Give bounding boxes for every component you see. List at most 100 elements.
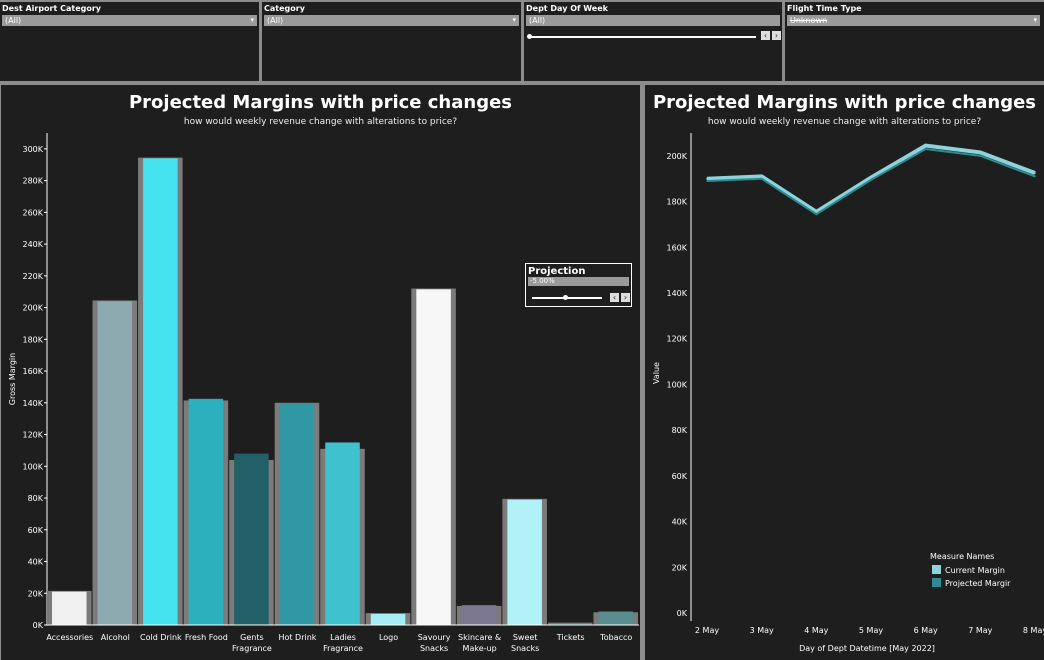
bar-projected-margin xyxy=(188,398,224,625)
bar-projected-margin xyxy=(325,442,360,625)
bar-projected-margin xyxy=(234,453,269,625)
x-tick-label: Fragrance xyxy=(232,644,272,653)
bar-chart-panel: Projected Margins with price changes how… xyxy=(1,85,640,660)
projection-control: Projection -5.00% ‹ › xyxy=(525,263,632,307)
x-axis-title: Day of Dept Datetime [May 2022] xyxy=(799,644,935,653)
x-tick-label: Tickets xyxy=(556,633,585,642)
line-chart-title: Projected Margins with price changes xyxy=(652,92,1037,113)
dept-day-of-week-value: (All) xyxy=(526,15,780,26)
y-tick-label: 140K xyxy=(22,399,43,408)
y-tick-label: 0K xyxy=(677,609,688,618)
data-point xyxy=(815,211,818,213)
next-arrow-icon[interactable]: › xyxy=(621,293,630,302)
y-tick-label: 280K xyxy=(22,177,43,186)
y-tick-label: 200K xyxy=(22,304,43,313)
x-tick-label: Ladies xyxy=(330,633,356,642)
y-tick-label: 60K xyxy=(28,526,44,535)
y-tick-label: 180K xyxy=(22,335,43,344)
filter-category: Category (All) ▾ xyxy=(262,2,521,81)
x-tick-label: Make-up xyxy=(463,644,497,653)
projection-slider-handle[interactable] xyxy=(562,295,568,300)
next-arrow-icon[interactable]: › xyxy=(772,31,781,40)
y-tick-label: 120K xyxy=(666,335,687,344)
x-tick-label: 8 May xyxy=(1023,626,1044,635)
x-tick-label: Gents xyxy=(240,633,264,642)
y-tick-label: 220K xyxy=(22,272,43,281)
filter-label: Category xyxy=(264,4,305,13)
legend-swatch xyxy=(932,565,941,574)
data-point xyxy=(706,180,708,182)
legend-label: Projected Margir xyxy=(945,579,1011,588)
bar-chart: 0K 20K 40K 60K 80K 100K 120K 140K 160K 180K 200K 22… xyxy=(8,133,639,653)
filter-flight-time-type: Flight Time Type Unknown ▾ xyxy=(785,2,1044,81)
prev-arrow-icon[interactable]: ‹ xyxy=(761,31,770,40)
bar-projected-margin xyxy=(52,591,87,625)
category-select[interactable]: (All) ▾ xyxy=(264,15,519,26)
x-tick-label: Accessories xyxy=(46,633,93,642)
y-axis-title: Gross Margin xyxy=(8,353,17,405)
x-tick-label: 7 May xyxy=(968,626,992,635)
y-tick-label: 40K xyxy=(672,518,688,527)
line-chart-subtitle: how would weekly revenue change with alt… xyxy=(707,117,982,127)
chevron-down-icon: ▾ xyxy=(512,16,516,24)
data-point xyxy=(1034,172,1036,174)
y-tick-label: 60K xyxy=(672,472,688,481)
legend-swatch xyxy=(932,578,941,587)
x-tick-label: 2 May xyxy=(695,626,719,635)
filter-dest-airport-category: Dest Airport Category (All) ▾ xyxy=(0,2,259,81)
day-of-week-slider-track[interactable] xyxy=(528,36,756,38)
y-tick-label: 20K xyxy=(672,563,688,572)
x-tick-label: Logo xyxy=(379,633,398,642)
y-tick-label: 100K xyxy=(666,380,687,389)
day-of-week-slider-handle[interactable] xyxy=(527,34,532,39)
bar-projected-margin xyxy=(552,623,588,625)
data-point xyxy=(815,213,818,215)
x-tick-label: Sweet xyxy=(513,633,538,642)
y-tick-label: 20K xyxy=(28,589,44,598)
chevron-down-icon: ▾ xyxy=(250,16,254,24)
data-point xyxy=(979,151,982,154)
data-point xyxy=(870,179,872,181)
x-tick-label: Snacks xyxy=(511,644,539,653)
y-tick-label: 160K xyxy=(666,243,687,252)
x-tick-label: Fresh Food xyxy=(185,633,228,642)
x-tick-label: Skincare & xyxy=(458,633,501,642)
x-tick-label: Savoury xyxy=(418,633,451,642)
legend-label: Current Margin xyxy=(945,566,1005,575)
y-tick-label: 80K xyxy=(28,494,44,503)
data-point xyxy=(760,175,763,178)
y-tick-label: 140K xyxy=(666,289,687,298)
data-point xyxy=(870,176,872,179)
bar-projected-margin xyxy=(97,301,133,625)
y-tick-label: 200K xyxy=(666,152,687,161)
x-tick-label: Hot Drink xyxy=(278,633,316,642)
projection-value: -5.00% xyxy=(528,277,629,286)
data-point xyxy=(1034,175,1036,178)
dest-airport-category-select[interactable]: (All) ▾ xyxy=(2,15,257,26)
select-value: Unknown xyxy=(790,16,828,25)
x-tick-label: 5 May xyxy=(859,626,883,635)
y-tick-label: 180K xyxy=(666,198,687,207)
y-axis-title: Value xyxy=(652,362,661,384)
y-tick-label: 120K xyxy=(22,431,43,440)
bar-projected-margin xyxy=(507,499,542,625)
filter-label: Flight Time Type xyxy=(787,4,862,13)
y-tick-label: 80K xyxy=(672,426,688,435)
bar-chart-subtitle: how would weekly revenue change with alt… xyxy=(183,117,458,127)
y-tick-label: 240K xyxy=(22,240,43,249)
series-line-projected-margin xyxy=(706,147,1036,216)
prev-arrow-icon[interactable]: ‹ xyxy=(610,293,619,302)
y-tick-label: 300K xyxy=(22,145,43,154)
y-tick-label: 0K xyxy=(33,621,44,630)
x-tick-label: 4 May xyxy=(804,626,828,635)
bar-chart-title: Projected Margins with price changes xyxy=(128,92,513,113)
x-tick-label: Snacks xyxy=(420,644,448,653)
x-tick-label: Tobacco xyxy=(599,633,632,642)
x-tick-label: 3 May xyxy=(750,626,774,635)
flight-time-type-select[interactable]: Unknown ▾ xyxy=(787,15,1040,26)
projection-label: Projection xyxy=(528,266,586,277)
bar-projected-margin xyxy=(143,158,178,625)
y-tick-label: 40K xyxy=(28,558,44,567)
data-point xyxy=(760,177,763,180)
x-tick-label: Cold Drink xyxy=(140,633,182,642)
